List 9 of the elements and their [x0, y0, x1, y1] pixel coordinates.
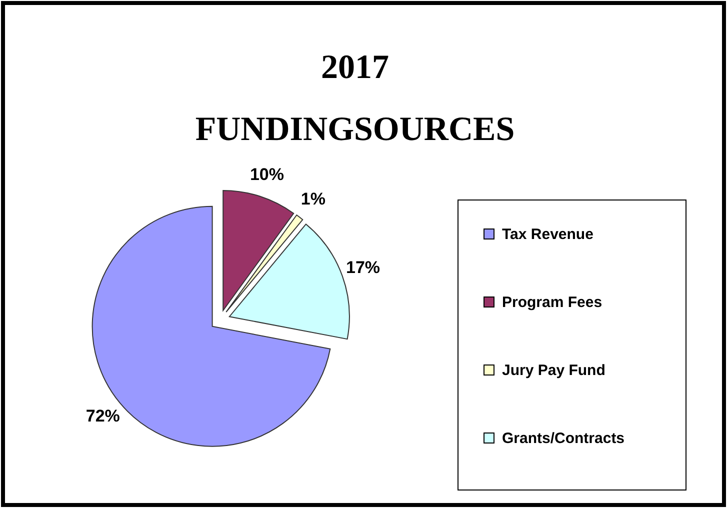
legend-label: Tax Revenue	[502, 226, 594, 243]
data-label: 72%	[86, 406, 120, 426]
data-label: 17%	[346, 258, 380, 277]
legend-label: Jury Pay Fund	[502, 362, 606, 379]
data-label: 1%	[300, 189, 326, 208]
chart-title: 2017 FUNDINGSOURCES	[195, 49, 515, 148]
legend-label: Grants/Contracts	[502, 430, 625, 447]
legend-label: Program Fees	[502, 294, 602, 311]
data-label: 10%	[250, 164, 284, 184]
